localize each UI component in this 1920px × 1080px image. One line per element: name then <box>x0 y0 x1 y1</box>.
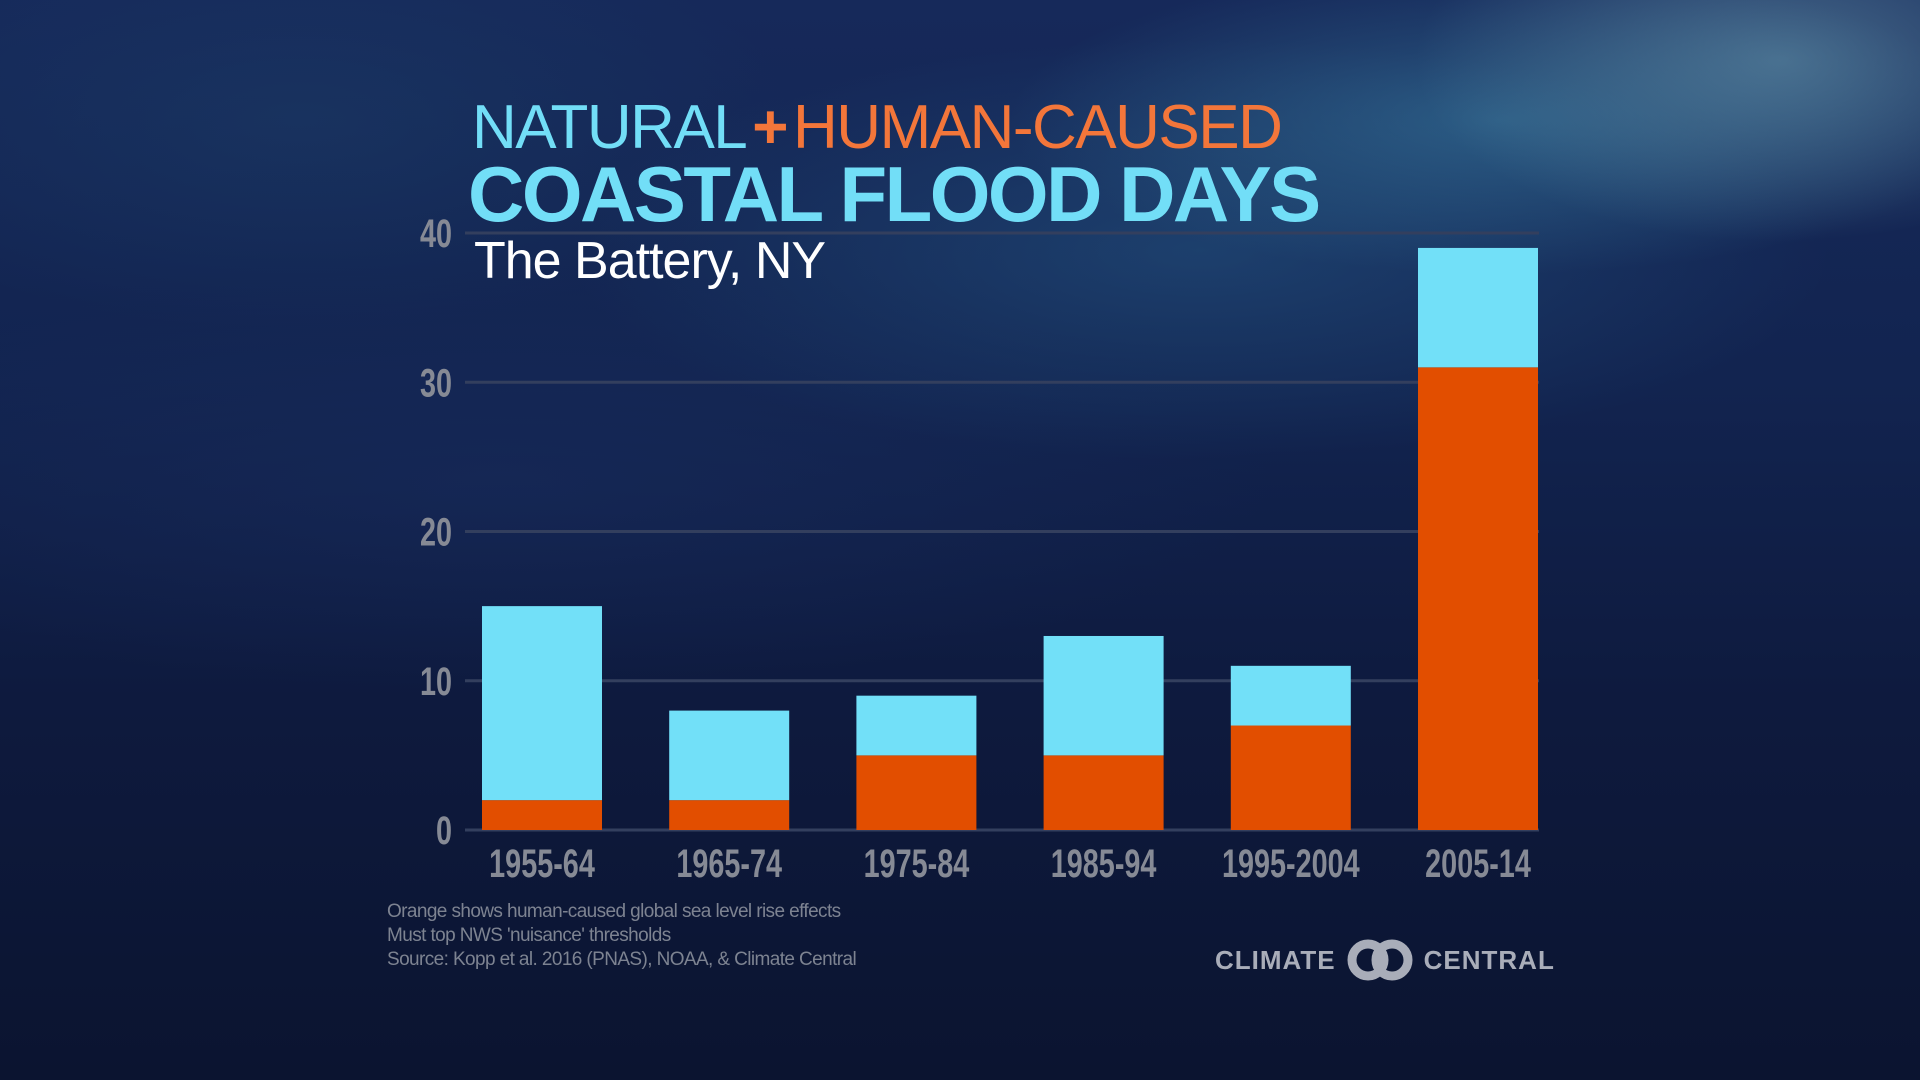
bar-segment-natural-1985-94 <box>1043 635 1164 756</box>
gridlines <box>465 231 1539 832</box>
y-tick-label: 0 <box>436 808 452 853</box>
bar-segment-natural-2005-14 <box>1418 247 1538 368</box>
bar-segment-human-caused-1975-84 <box>856 755 977 830</box>
x-category-label: 1975-84 <box>864 841 970 886</box>
bar-segment-human-caused-1995-2004 <box>1230 725 1351 830</box>
bar-segment-human-caused-1985-94 <box>1043 755 1164 830</box>
y-tick-label: 20 <box>420 510 452 555</box>
x-category-label: 1985-94 <box>1051 841 1157 886</box>
logo-text-climate: CLIMATE <box>1215 944 1336 975</box>
logo-text-central: CENTRAL <box>1423 944 1555 975</box>
bar-segment-human-caused-2005-14 <box>1418 367 1538 830</box>
footnote-threshold: Must top NWS 'nuisance' thresholds <box>387 925 671 946</box>
footnotes: Orange shows human-caused global sea lev… <box>387 900 857 972</box>
x-category-label: 2005-14 <box>1425 841 1531 886</box>
y-tick-label: 10 <box>420 659 452 704</box>
climate-central-logo: CLIMATE CENTRAL <box>1215 938 1555 982</box>
title-human-caused: HUMAN-CAUSED <box>793 93 1283 162</box>
footnote-source: Source: Kopp et al. 2016 (PNAS), NOAA, &… <box>387 949 857 970</box>
y-tick-label: 40 <box>420 211 452 256</box>
x-category-label: 1955-64 <box>489 841 595 886</box>
interlocking-rings-icon <box>1347 939 1413 981</box>
bar-segment-natural-1955-64 <box>482 606 602 801</box>
chart-subtitle: The Battery, NY <box>474 232 826 290</box>
bar-segment-natural-1965-74 <box>669 710 790 801</box>
x-category-label: 1995-2004 <box>1222 841 1360 886</box>
title-natural: NATURAL <box>472 93 748 162</box>
x-axis-categories: 1955-64 1965-74 1975-84 1985-94 1995-2004 200… <box>489 841 1531 886</box>
bar-segment-human-caused-1965-74 <box>669 800 790 830</box>
bar-segment-natural-1975-84 <box>856 695 977 756</box>
bars <box>482 247 1538 830</box>
y-tick-label: 30 <box>420 361 452 406</box>
bar-segment-natural-1995-2004 <box>1230 665 1351 726</box>
bar-segment-human-caused-1955-64 <box>482 800 602 830</box>
chart-title-line-2: COASTAL FLOOD DAYS <box>468 150 1321 238</box>
title-plus: + <box>752 93 788 162</box>
chart-title-line-1: NATURAL+HUMAN-CAUSED <box>472 92 1283 164</box>
footnote-orange-meaning: Orange shows human-caused global sea lev… <box>387 901 841 922</box>
y-axis-ticks: 0 10 20 30 40 <box>420 211 452 853</box>
x-category-label: 1965-74 <box>676 841 782 886</box>
